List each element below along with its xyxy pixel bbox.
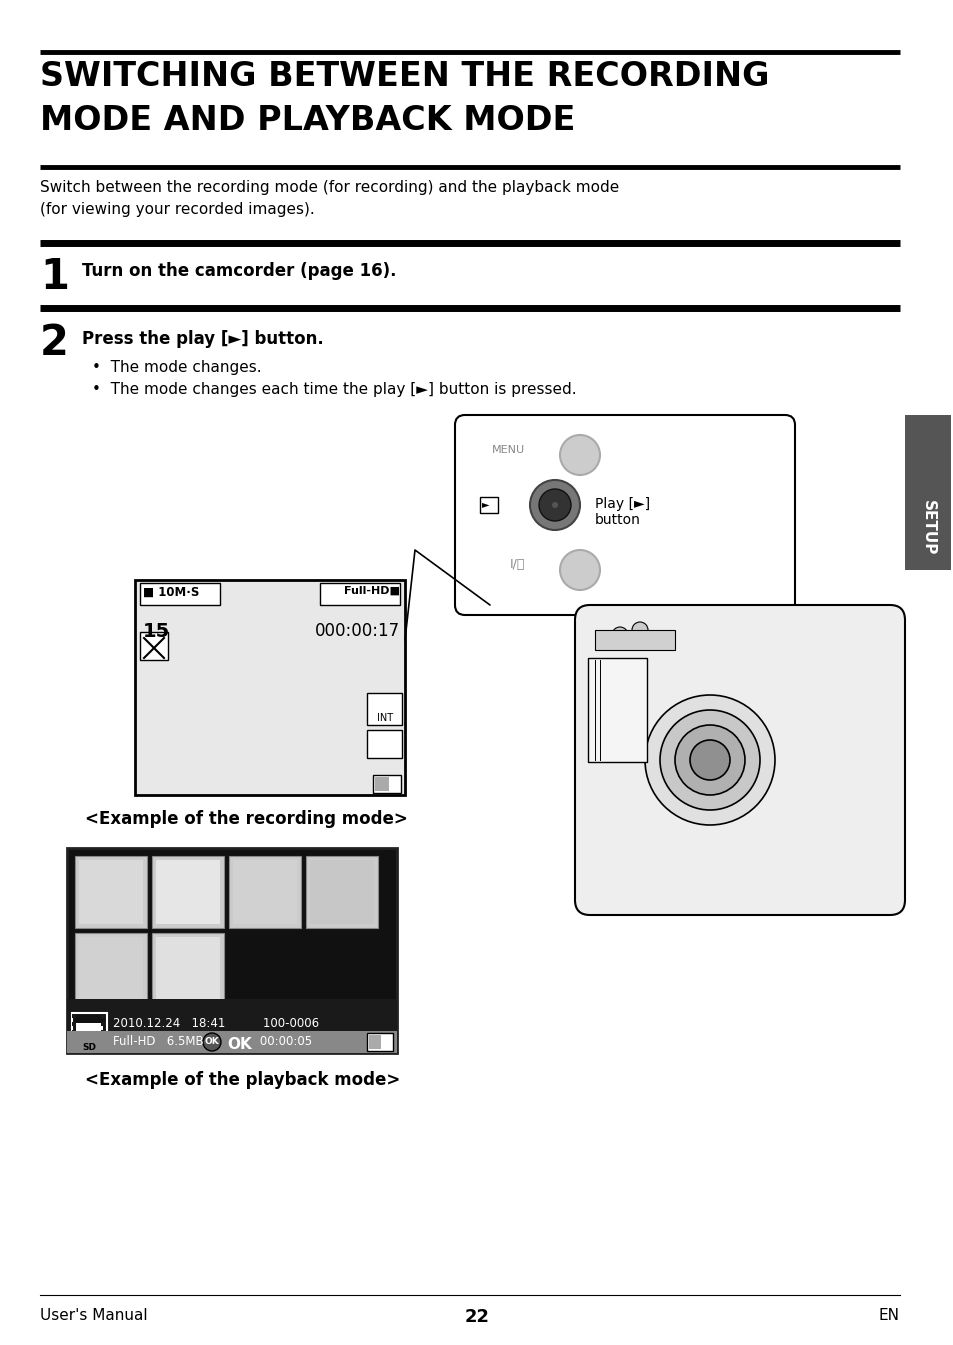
Circle shape (552, 502, 558, 508)
Text: Switch between the recording mode (for recording) and the playback mode
(for vie: Switch between the recording mode (for r… (40, 180, 618, 217)
Bar (369, 1036, 380, 1049)
Text: 15: 15 (143, 621, 170, 642)
Bar (75, 855, 147, 928)
Bar (76, 1024, 103, 1045)
Text: EN: EN (878, 1307, 899, 1323)
Bar (233, 859, 296, 924)
Bar (71, 1014, 76, 1018)
Bar (140, 632, 168, 660)
Text: <Example of the playback mode>: <Example of the playback mode> (85, 1071, 400, 1089)
Circle shape (538, 490, 571, 521)
FancyBboxPatch shape (455, 416, 794, 615)
Circle shape (530, 480, 579, 530)
Bar (135, 580, 405, 795)
Text: I/⏻: I/⏻ (509, 558, 524, 572)
Text: Full-HD■: Full-HD■ (344, 586, 399, 596)
Bar (101, 1006, 105, 1010)
Bar (79, 937, 143, 1001)
Bar (67, 847, 396, 1053)
Bar (101, 1022, 105, 1026)
Bar (75, 933, 147, 1005)
FancyBboxPatch shape (587, 658, 646, 763)
Circle shape (631, 621, 647, 638)
Text: User's Manual: User's Manual (40, 1307, 148, 1323)
Bar (71, 1030, 76, 1034)
Text: •  The mode changes.: • The mode changes. (91, 360, 261, 375)
Bar (101, 1030, 105, 1034)
Bar (373, 775, 400, 794)
Text: SETUP: SETUP (920, 500, 935, 555)
Text: button: button (595, 512, 640, 527)
Bar (310, 859, 374, 924)
Text: Full-HD   6.5MB               00:00:05: Full-HD 6.5MB 00:00:05 (112, 1036, 312, 1048)
Text: ►: ► (481, 499, 489, 508)
Bar (375, 777, 389, 791)
Bar (79, 859, 143, 924)
Bar (595, 629, 675, 650)
Text: 22: 22 (464, 1307, 489, 1326)
Text: •  The mode changes each time the play [►] button is pressed.: • The mode changes each time the play [►… (91, 382, 576, 397)
Text: SD: SD (82, 1042, 96, 1052)
Text: MENU: MENU (492, 445, 524, 455)
Circle shape (559, 434, 599, 475)
Text: Play [►]: Play [►] (595, 498, 649, 511)
Circle shape (659, 710, 760, 810)
Bar (229, 855, 301, 928)
Text: 2: 2 (40, 321, 69, 364)
Text: OK: OK (227, 1037, 252, 1052)
Text: SWITCHING BETWEEN THE RECORDING: SWITCHING BETWEEN THE RECORDING (40, 61, 769, 93)
Bar (101, 1014, 105, 1018)
Bar (367, 730, 401, 759)
Circle shape (559, 550, 599, 590)
Circle shape (612, 627, 627, 643)
Circle shape (644, 695, 774, 824)
Bar (306, 855, 377, 928)
Bar (904, 416, 950, 570)
Bar (67, 999, 396, 1053)
Bar (71, 1013, 107, 1050)
Bar (67, 1032, 396, 1053)
Text: OK: OK (204, 1037, 219, 1046)
Bar (367, 693, 401, 725)
Bar (152, 933, 224, 1005)
Circle shape (689, 740, 729, 780)
Bar (367, 1033, 393, 1050)
Circle shape (203, 1033, 221, 1050)
Bar (140, 582, 220, 605)
Text: 000:00:17: 000:00:17 (314, 621, 399, 640)
Text: 1: 1 (40, 256, 69, 299)
Bar (152, 855, 224, 928)
Bar (156, 859, 220, 924)
Bar (71, 1006, 76, 1010)
Bar (156, 937, 220, 1001)
Text: 2010.12.24   18:41          100-0006: 2010.12.24 18:41 100-0006 (112, 1017, 319, 1030)
Text: Press the play [►] button.: Press the play [►] button. (82, 330, 323, 348)
Text: MODE AND PLAYBACK MODE: MODE AND PLAYBACK MODE (40, 104, 575, 137)
Text: Turn on the camcorder (page 16).: Turn on the camcorder (page 16). (82, 262, 396, 280)
Text: INT: INT (376, 713, 393, 724)
Bar (479, 498, 497, 512)
Bar (71, 1022, 76, 1026)
Circle shape (675, 725, 744, 795)
Bar (319, 582, 399, 605)
FancyBboxPatch shape (575, 605, 904, 915)
Text: <Example of the recording mode>: <Example of the recording mode> (85, 810, 408, 829)
Text: ■ 10M·S: ■ 10M·S (143, 586, 199, 599)
